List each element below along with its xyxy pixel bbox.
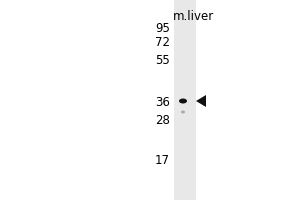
Text: 17: 17 [155,154,170,166]
Ellipse shape [181,110,185,114]
Bar [174,0,196,200]
Text: 55: 55 [155,53,170,66]
Text: 36: 36 [155,97,170,110]
Text: m.liver: m.liver [172,10,214,23]
Text: 95: 95 [155,21,170,34]
Polygon shape [196,95,206,107]
Text: 28: 28 [155,114,170,127]
Text: 72: 72 [155,36,170,48]
Ellipse shape [179,98,187,104]
